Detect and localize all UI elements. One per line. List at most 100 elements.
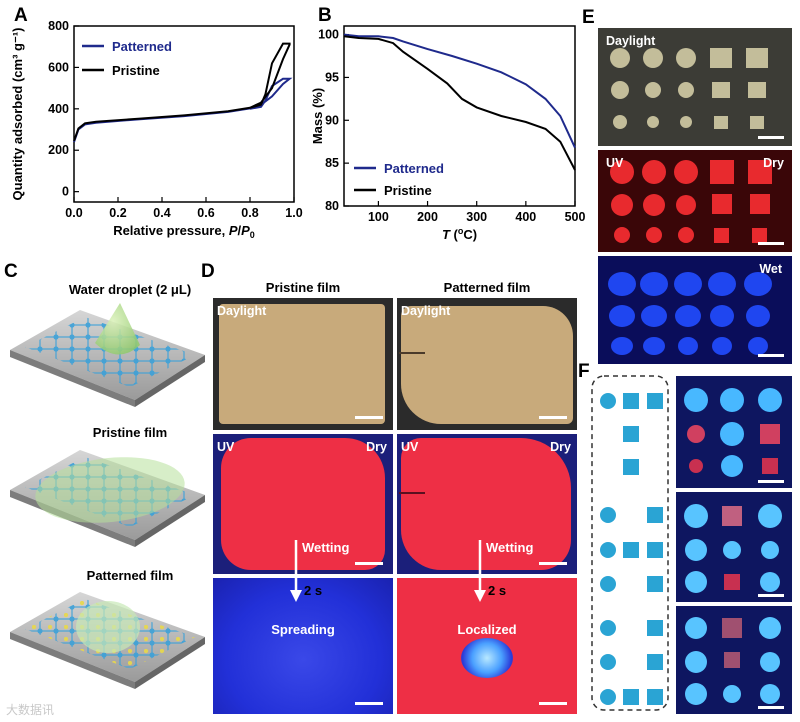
series-line-patterned <box>73 77 293 143</box>
x-tick-label: 0.8 <box>241 206 258 220</box>
label-wetting-patterned: Wetting <box>486 540 534 555</box>
y-tick-label: 600 <box>48 60 69 74</box>
panel-label-a: A <box>14 5 28 26</box>
panel-label-e: E <box>582 7 595 28</box>
x-axis-label: T (oC) <box>442 226 477 242</box>
x-tick-label: 400 <box>515 210 536 224</box>
photo-e-uv-dry: UV Dry <box>598 150 792 252</box>
y-tick-label: 80 <box>325 199 339 213</box>
plate-droplet <box>10 303 205 407</box>
label-daylight: Daylight <box>401 304 451 318</box>
scale-bar <box>758 242 784 245</box>
x-tick-label: 300 <box>466 210 487 224</box>
y-tick-label: 200 <box>48 143 69 157</box>
photo-pristine-uv-dry: UV Dry <box>213 434 393 574</box>
chart-a-frame <box>73 25 295 203</box>
photo-patterned-localized: Localized <box>397 578 577 714</box>
x-tick-label: 500 <box>565 210 586 224</box>
panel-label-b: B <box>318 5 332 26</box>
legend-label: Pristine <box>112 63 160 78</box>
panel-c-illustrations <box>10 303 205 689</box>
photo-f-pattern-3 <box>676 606 792 714</box>
series-line-pristine <box>343 35 576 171</box>
y-tick-label: 90 <box>325 113 339 127</box>
f1-dots <box>684 388 782 477</box>
label-time-patterned: 2 s <box>488 583 507 598</box>
scale-bar <box>758 354 784 357</box>
photo-pristine-spreading: Spreading <box>213 578 393 714</box>
panel-label-f: F <box>578 361 590 382</box>
label-daylight: Daylight <box>606 34 656 48</box>
series-line-patterned <box>343 33 576 149</box>
photo-f-pattern-1 <box>676 376 792 488</box>
x-tick-label: 0.2 <box>109 206 126 220</box>
uv-dry-pattern <box>610 160 772 243</box>
y-tick-label: 800 <box>48 19 69 33</box>
label-dry: Dry <box>763 156 784 170</box>
daylight-pattern <box>610 48 768 129</box>
panel-label-c: C <box>4 261 18 282</box>
scale-bar <box>758 594 784 597</box>
pattern-template <box>591 375 669 711</box>
label-dry: Dry <box>366 440 387 454</box>
x-tick-label: 100 <box>368 210 389 224</box>
plate-pristine <box>10 450 205 547</box>
scale-bar <box>758 480 784 483</box>
x-tick-label: 200 <box>417 210 438 224</box>
label-wet: Wet <box>759 262 782 276</box>
panel-c-title-droplet: Water droplet (2 μL) <box>68 282 192 297</box>
scale-bar <box>539 562 567 565</box>
x-tick-label: 0.0 <box>65 206 82 220</box>
label-time-pristine: 2 s <box>304 583 323 598</box>
label-spreading: Spreading <box>271 622 335 637</box>
x-axis-label: Relative pressure, P/P0 <box>113 223 255 240</box>
x-tick-label: 1.0 <box>285 206 302 220</box>
label-uv: UV <box>606 156 624 170</box>
watermark: 大数据讯 <box>6 703 55 717</box>
photo-e-daylight: Daylight <box>598 28 792 146</box>
panel-d-col-patterned: Patterned film <box>443 280 531 295</box>
chart-b: 100 200 300 400 500 80 85 90 95 100 T (oC) Mass (%)… <box>310 25 586 242</box>
photo-patterned-daylight: Daylight <box>397 298 577 430</box>
label-daylight: Daylight <box>217 304 267 318</box>
wetting-arrows <box>290 540 486 602</box>
scale-bar <box>758 136 784 139</box>
photo-f-pattern-2 <box>676 492 792 602</box>
label-uv: UV <box>401 440 419 454</box>
y-axis-label: Mass (%) <box>310 88 325 144</box>
f3-dots <box>685 617 781 705</box>
legend-label: Pristine <box>384 183 432 198</box>
f2-dots <box>684 504 782 593</box>
y-tick-label: 100 <box>318 28 339 42</box>
y-axis-label: Quantity adsorbed (cm³ g⁻¹) <box>10 28 25 201</box>
panel-c-title-pristine: Pristine film <box>92 425 168 440</box>
y-tick-label: 0 <box>62 185 69 199</box>
chart-a: 0.0 0.2 0.4 0.6 0.8 1.0 0 200 400 600 800 Relative … <box>10 19 303 240</box>
y-tick-label: 95 <box>325 70 339 84</box>
panel-d-col-pristine: Pristine film <box>265 280 341 295</box>
label-localized: Localized <box>457 622 517 637</box>
panel-label-d: D <box>201 261 215 282</box>
y-tick-label: 85 <box>325 156 339 170</box>
label-dry: Dry <box>550 440 571 454</box>
panel-c-title-patterned: Patterned film <box>86 568 174 583</box>
uv-wet-pattern <box>608 272 772 355</box>
scale-bar <box>539 702 567 705</box>
x-tick-label: 0.4 <box>153 206 170 220</box>
x-tick-label: 0.6 <box>197 206 214 220</box>
label-wetting-pristine: Wetting <box>302 540 350 555</box>
chart-b-frame <box>343 25 576 207</box>
photo-e-uv-wet: Wet <box>598 256 792 364</box>
scale-bar <box>539 416 567 419</box>
scale-bar <box>355 416 383 419</box>
scale-bar <box>758 706 784 709</box>
label-uv: UV <box>217 440 235 454</box>
series-line-pristine <box>73 42 291 142</box>
photo-pristine-daylight: Daylight <box>213 298 393 430</box>
legend-label: Patterned <box>384 161 444 176</box>
legend-label: Patterned <box>112 39 172 54</box>
scale-bar <box>355 702 383 705</box>
plate-patterned <box>10 592 205 689</box>
photo-patterned-uv-dry: UV Dry <box>397 434 577 574</box>
y-tick-label: 400 <box>48 102 69 116</box>
